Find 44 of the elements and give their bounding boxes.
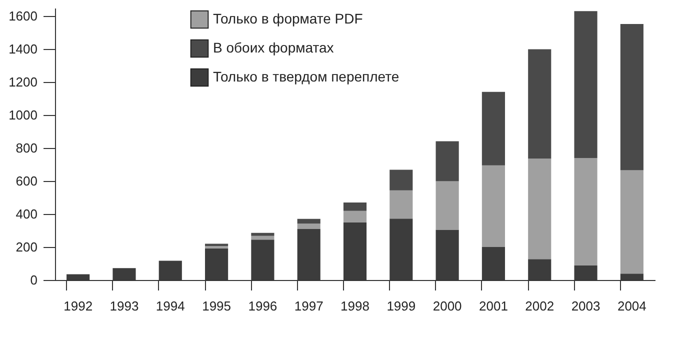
bar <box>528 49 552 159</box>
bar <box>620 24 644 170</box>
legend-label: Только в твердом переплете <box>213 68 400 84</box>
bar <box>297 224 320 230</box>
y-tick-label: 600 <box>16 174 38 189</box>
bar <box>436 181 459 230</box>
x-tick-label: 1998 <box>340 298 370 314</box>
bar <box>297 218 320 224</box>
bar <box>390 190 413 219</box>
x-tick-label: 1999 <box>386 298 416 314</box>
y-tick-label: 800 <box>16 140 38 156</box>
x-tick-label: 1992 <box>64 298 93 314</box>
bar <box>482 92 505 166</box>
bar <box>574 11 598 158</box>
x-tick-label: 2004 <box>617 298 646 314</box>
bar <box>482 165 505 248</box>
bar <box>343 210 367 222</box>
y-tick-label: 1400 <box>8 42 38 57</box>
x-tick-label: 1995 <box>202 298 231 314</box>
x-tick-label: 1993 <box>110 298 139 314</box>
y-tick-label: 1000 <box>8 108 38 123</box>
y-tick-label: 1200 <box>8 74 38 90</box>
y-tick-label: 200 <box>16 240 38 255</box>
y-tick-label: 1600 <box>8 8 38 24</box>
bar <box>251 232 274 236</box>
bar <box>436 141 459 182</box>
x-tick-label: 2002 <box>525 298 554 314</box>
legend-label: Только в формате PDF <box>213 10 363 26</box>
bar <box>620 170 644 274</box>
x-tick-label: 2001 <box>479 298 508 314</box>
x-tick-label: 1994 <box>156 298 185 314</box>
x-tick-label: 1997 <box>294 298 324 314</box>
y-tick-label: 400 <box>16 206 38 222</box>
y-tick-label: 0 <box>30 272 38 288</box>
bar <box>251 236 274 240</box>
x-tick-label: 2003 <box>571 298 600 314</box>
x-tick-label: 2000 <box>432 298 462 314</box>
legend-label: В обоих форматах <box>213 40 334 56</box>
bar <box>205 244 228 246</box>
bar <box>574 158 598 266</box>
bar <box>528 158 552 260</box>
bar <box>343 202 367 211</box>
bar <box>390 170 413 190</box>
x-tick-label: 1996 <box>248 298 278 314</box>
